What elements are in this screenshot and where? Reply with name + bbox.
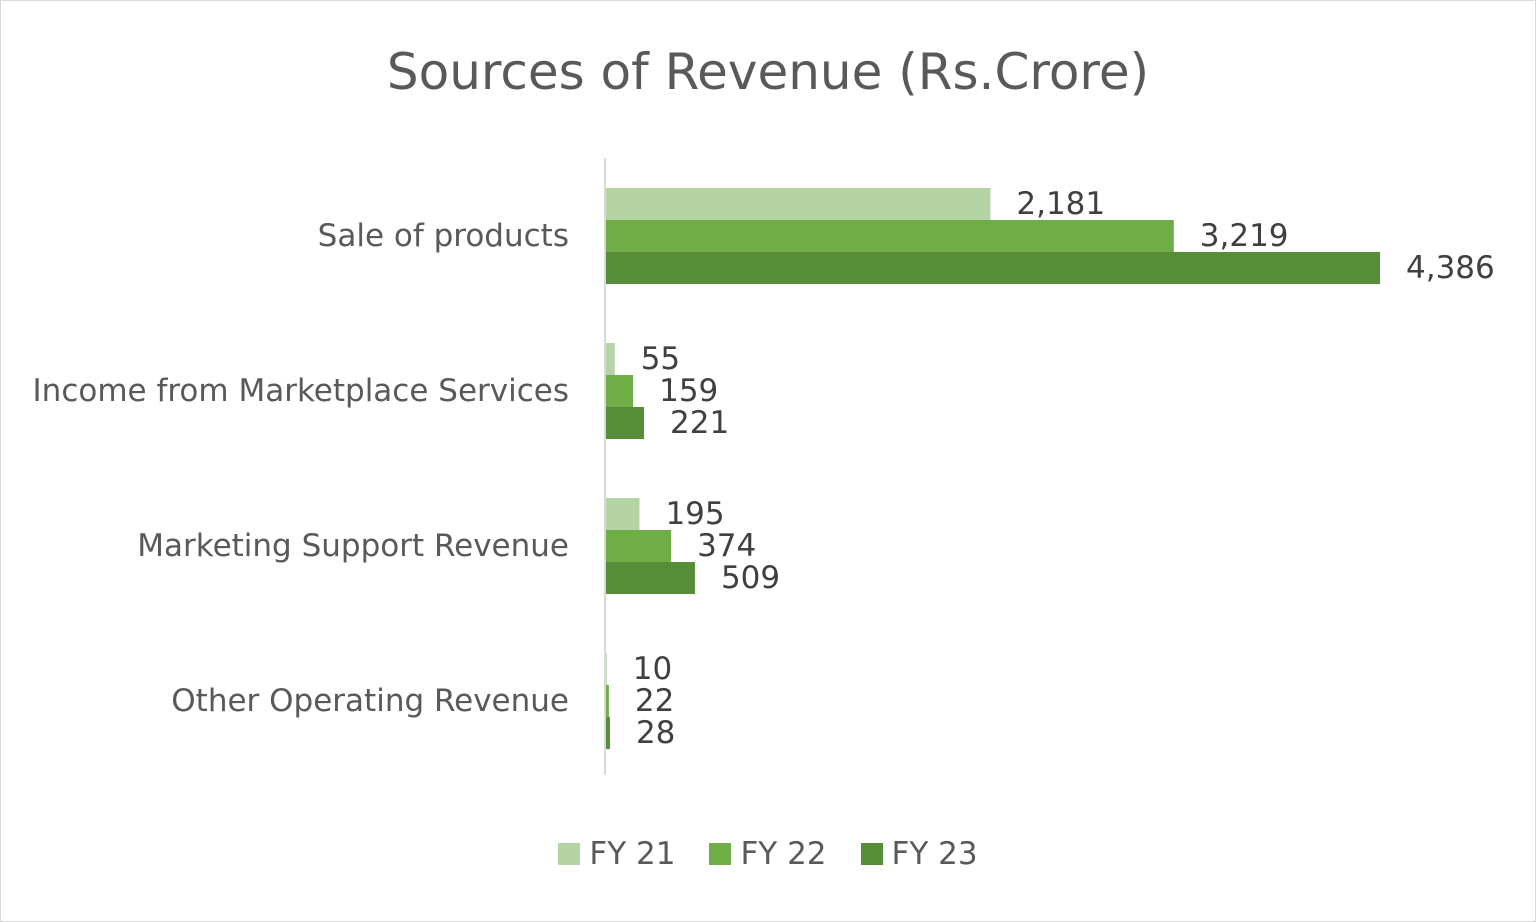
category-label-marketing-support-revenue: Marketing Support Revenue [137, 528, 569, 564]
data-label-fy-23-other-operating-revenue: 28 [636, 715, 675, 751]
data-label-fy-23-marketing-support-revenue: 509 [721, 560, 780, 596]
bar-fy-22-marketing-support-revenue [605, 530, 671, 562]
data-label-fy-21-sale-of-products: 2,181 [1016, 186, 1105, 222]
data-label-fy-21-income-from-marketplace-services: 55 [641, 341, 680, 377]
legend-label-fy-21: FY 21 [589, 836, 675, 872]
data-label-fy-21-marketing-support-revenue: 195 [665, 496, 724, 532]
bar-fy-21-marketing-support-revenue [605, 498, 639, 530]
data-label-fy-22-marketing-support-revenue: 374 [697, 528, 756, 564]
legend-label-fy-22: FY 22 [740, 836, 826, 872]
legend-label-fy-23: FY 23 [892, 836, 978, 872]
legend-item-fy-22: FY 22 [709, 836, 826, 872]
bar-fy-22-sale-of-products [605, 220, 1174, 252]
data-label-fy-21-other-operating-revenue: 10 [633, 651, 672, 687]
legend-item-fy-21: FY 21 [558, 836, 675, 872]
legend-swatch-fy-23 [861, 843, 883, 865]
data-label-fy-22-income-from-marketplace-services: 159 [659, 373, 718, 409]
bar-fy-23-sale-of-products [605, 252, 1380, 284]
category-label-other-operating-revenue: Other Operating Revenue [171, 683, 569, 719]
bar-fy-21-sale-of-products [605, 188, 990, 220]
legend-swatch-fy-21 [558, 843, 580, 865]
bar-fy-23-income-from-marketplace-services [605, 407, 644, 439]
data-label-fy-23-income-from-marketplace-services: 221 [670, 405, 729, 441]
bar-fy-22-income-from-marketplace-services [605, 375, 633, 407]
data-label-fy-23-sale-of-products: 4,386 [1406, 250, 1495, 286]
bar-fy-23-marketing-support-revenue [605, 562, 695, 594]
category-label-income-from-marketplace-services: Income from Marketplace Services [33, 373, 569, 409]
legend-item-fy-23: FY 23 [861, 836, 978, 872]
data-label-fy-22-other-operating-revenue: 22 [635, 683, 674, 719]
bar-fy-21-income-from-marketplace-services [605, 343, 615, 375]
category-label-sale-of-products: Sale of products [318, 218, 569, 254]
data-label-fy-22-sale-of-products: 3,219 [1200, 218, 1289, 254]
legend-swatch-fy-22 [709, 843, 731, 865]
legend: FY 21 FY 22 FY 23 [0, 836, 1536, 872]
